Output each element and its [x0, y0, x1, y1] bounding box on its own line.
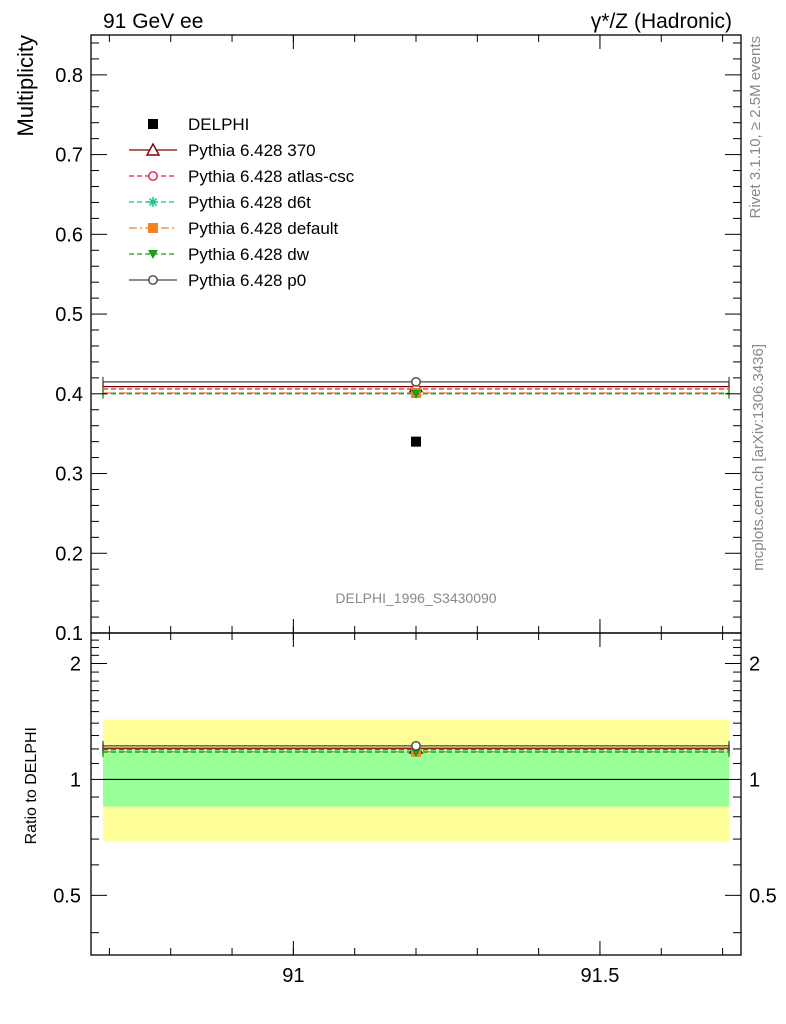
legend-entry-delphi: DELPHI [148, 115, 249, 134]
main-ytick-label: 0.3 [55, 464, 83, 486]
main-ytick-label: 0.8 [55, 65, 83, 87]
header-left-title: 91 GeV ee [103, 10, 203, 33]
ratio-xtick-label: 91.5 [580, 965, 619, 987]
ratio-band-inner [103, 748, 729, 807]
legend-entry-pythia-6-428-dw: Pythia 6.428 dw [129, 245, 310, 264]
legend-marker [148, 275, 158, 285]
ratio-ytick-label-left: 1 [70, 769, 81, 791]
rivet-version-label: Rivet 3.1.10, ≥ 2.5M events [747, 36, 764, 219]
ratio-ytick-label-left: 0.5 [53, 885, 81, 907]
main-panel: DELPHI_1996_S3430090 0.10.20.30.40.50.60… [13, 34, 742, 645]
data-point-delphi [411, 436, 421, 447]
data-point-pythia-6-428-dw [411, 389, 421, 399]
main-ytick-label: 0.7 [55, 145, 83, 167]
legend-marker [148, 250, 158, 259]
main-ytick-label: 0.5 [55, 304, 83, 326]
legend-label: Pythia 6.428 370 [188, 141, 316, 160]
main-ytick-label: 0.2 [55, 543, 83, 565]
main-ytick-label: 0.1 [55, 623, 83, 645]
ratio-point-pythia-6-428-p0 [411, 740, 421, 751]
legend-label: Pythia 6.428 p0 [188, 271, 306, 290]
ratio-xtick-label: 91 [282, 965, 304, 987]
main-ytick-label: 0.6 [55, 224, 83, 246]
legend-label: Pythia 6.428 atlas-csc [188, 167, 355, 186]
legend-entry-pythia-6-428-d6t: Pythia 6.428 d6t [129, 193, 311, 212]
legend-marker [145, 142, 161, 156]
legend-label: Pythia 6.428 d6t [188, 193, 311, 212]
ratio-ytick-label-left: 2 [70, 653, 81, 675]
legend-entry-pythia-6-428-p0: Pythia 6.428 p0 [129, 271, 306, 290]
ratio-ytick-label-right: 0.5 [749, 885, 777, 907]
ratio-ytick-label-right: 2 [749, 653, 760, 675]
main-axes: 0.1 0.2 0.3 0.4 0.5 0.6 0.7 0.8 [55, 34, 742, 645]
main-y-axis-label: Multiplicity [13, 35, 38, 136]
data-point-pythia-6-428-p0 [411, 376, 421, 387]
legend-marker [148, 171, 158, 181]
main-ytick-label: 0.4 [55, 384, 83, 406]
legend: DELPHI Pythia 6.428 370 Pythia 6.428 atlas… [129, 115, 355, 290]
legend-entry-pythia-6-428-atlas-csc: Pythia 6.428 atlas-csc [129, 167, 355, 186]
ratio-plot-area [102, 719, 730, 842]
ratio-axes: 0.5 0.5 1 1 2 2 91 91.5 [53, 632, 777, 987]
legend-entry-pythia-6-428-370: Pythia 6.428 370 [129, 141, 316, 160]
legend-marker [148, 119, 158, 129]
legend-entry-pythia-6-428-default: Pythia 6.428 default [129, 219, 339, 238]
ratio-ytick-label-right: 1 [749, 769, 760, 791]
header-right-title: γ*/Z (Hadronic) [591, 10, 732, 33]
main-plot-area [102, 376, 730, 447]
ratio-point-pythia-6-428-dw [411, 748, 421, 758]
ratio-panel: 0.5 0.5 1 1 2 2 91 91.5 Ratio to DELPHI [23, 632, 777, 987]
legend-label: DELPHI [188, 115, 249, 134]
mcplots-label: mcplots.cern.ch [arXiv:1306.3436] [750, 344, 767, 571]
legend-marker [148, 223, 158, 233]
ratio-y-axis-label: Ratio to DELPHI [23, 727, 40, 844]
analysis-watermark: DELPHI_1996_S3430090 [335, 590, 496, 606]
legend-label: Pythia 6.428 dw [188, 245, 310, 264]
legend-marker [148, 197, 158, 207]
legend-label: Pythia 6.428 default [188, 219, 339, 238]
